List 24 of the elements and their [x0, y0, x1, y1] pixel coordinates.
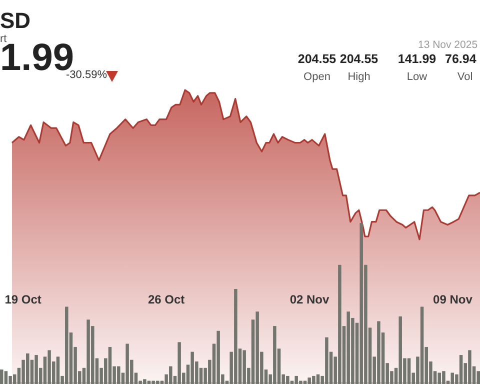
bar — [316, 374, 320, 384]
bar — [4, 371, 8, 384]
text: Open — [304, 71, 330, 83]
x-tick-label: 19 Oct — [4, 292, 42, 307]
text: 204.55 — [298, 52, 336, 66]
chart-subtitle: rt — [0, 33, 7, 45]
text: Low — [406, 71, 428, 83]
bar — [108, 346, 112, 384]
x-tick-label: 02 Nov — [290, 292, 330, 307]
bar — [56, 356, 60, 384]
text: 141.99 — [398, 52, 436, 66]
bar — [407, 358, 411, 384]
text: 76.94 — [445, 52, 476, 66]
text: High — [348, 71, 370, 83]
text: 13 Nov 2025 — [418, 39, 478, 51]
text: Vol — [457, 71, 473, 83]
bar — [420, 306, 424, 384]
chart-title: SD — [0, 8, 31, 33]
bar — [459, 355, 463, 384]
x-tick-label: 09 Nov — [433, 292, 473, 307]
text: 204.55 — [340, 52, 378, 66]
text: -30.59% — [66, 69, 108, 81]
bar — [0, 370, 4, 384]
x-tick-label: 26 Oct — [148, 292, 185, 307]
